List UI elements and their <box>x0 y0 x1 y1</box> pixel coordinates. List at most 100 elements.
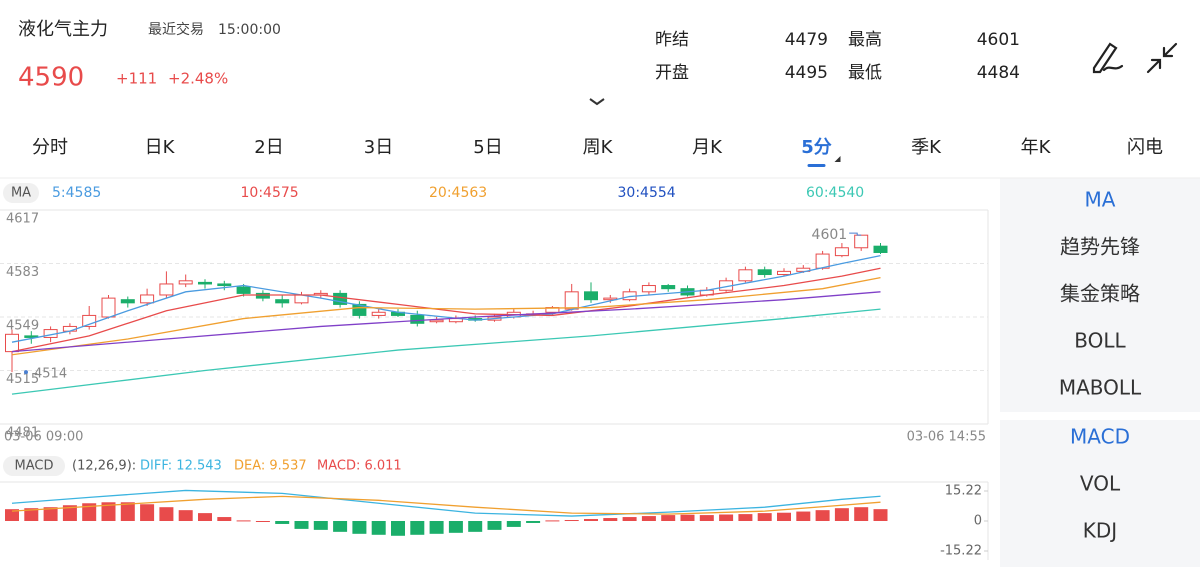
candle-body <box>564 291 579 310</box>
macd-label: MACD: 6.011 <box>317 459 402 474</box>
macd-bar <box>294 521 309 529</box>
tab[interactable]: 闪电 <box>1127 137 1163 158</box>
indicator-option[interactable]: KDJ <box>1083 519 1117 543</box>
macd-bar <box>815 510 830 521</box>
status: 最近交易 <box>148 21 204 38</box>
tab[interactable]: 2日 <box>254 137 283 158</box>
macd-bar <box>120 502 135 521</box>
tab[interactable]: 年K <box>1021 137 1052 158</box>
quote-value: 4601 <box>977 30 1020 50</box>
tab[interactable]: 日K <box>145 137 176 158</box>
indicator-option[interactable]: 趋势先锋 <box>1060 235 1140 259</box>
macd-bar <box>101 502 116 521</box>
tab[interactable]: 5日 <box>473 137 502 158</box>
y-tick-label: 4617 <box>6 212 39 227</box>
y-tick-label: 0 <box>974 514 982 529</box>
indicator-option[interactable]: MA <box>1085 188 1116 212</box>
macd-bar <box>24 508 39 521</box>
macd-bar <box>275 521 290 524</box>
macd-bar <box>873 509 888 521</box>
macd-bar <box>777 512 791 521</box>
indicator-line <box>11 489 881 517</box>
collapse-icon[interactable] <box>1146 42 1178 74</box>
macd-chip[interactable] <box>3 456 65 476</box>
y-tick-label: 4481 <box>6 426 39 441</box>
candle-body <box>584 291 598 301</box>
tab[interactable]: 月K <box>692 137 723 158</box>
change: +111 <box>116 70 157 88</box>
tab-dropdown <box>834 156 841 162</box>
macd-bar <box>236 520 251 522</box>
macd-bar <box>333 521 348 532</box>
macd-bar <box>198 513 212 521</box>
quote-value: 4479 <box>785 30 828 50</box>
macd-bar <box>564 520 579 522</box>
time: 15:00:00 <box>218 22 281 38</box>
candle-body <box>198 281 212 285</box>
y-tick-label: 15.22 <box>945 484 982 499</box>
tab-bar: 分时 日K 2日 3日 5日 周K 月K 5分 季K 年K 闪电 <box>32 137 1163 167</box>
indicator-option[interactable]: BOLL <box>1074 329 1126 353</box>
quote-label: 昨结 <box>655 30 689 50</box>
ma-label: 5:4585 <box>52 185 101 201</box>
macd-bar <box>429 521 444 534</box>
tab[interactable]: 季K <box>911 137 942 158</box>
macd-bar <box>255 521 270 522</box>
macd-bar <box>140 504 155 521</box>
candle-body <box>101 297 116 318</box>
ma-chip-label: MA <box>11 186 31 201</box>
indicator-option[interactable]: MACD <box>1070 425 1130 449</box>
expand-chevron[interactable] <box>589 98 605 106</box>
candle-body <box>275 299 290 304</box>
tab[interactable]: 分时 <box>32 137 68 158</box>
macd-bar <box>468 521 483 532</box>
macd-bar <box>680 514 695 521</box>
macd-bar <box>757 513 772 521</box>
tab[interactable]: 3日 <box>364 137 393 158</box>
ma-chip[interactable] <box>3 183 39 203</box>
candle-body <box>255 292 270 299</box>
macd-bar <box>738 514 753 521</box>
ma-label: 30:4554 <box>618 185 676 201</box>
macd-bar <box>526 521 541 523</box>
sidebar <box>1000 178 1200 567</box>
y-tick-label: -15.22 <box>940 544 982 559</box>
price: 4590 <box>18 63 84 93</box>
quote-value: 4484 <box>977 63 1020 83</box>
macd-bar <box>622 517 637 521</box>
indicator-line <box>11 254 881 343</box>
macd-bar <box>159 507 174 521</box>
macd-bar <box>584 519 598 521</box>
tab[interactable]: 5分 <box>801 137 832 158</box>
indicator-line <box>11 267 881 353</box>
macd-bar <box>217 517 232 521</box>
macd-bar <box>62 505 77 521</box>
macd-bar <box>43 507 58 521</box>
indicator-option[interactable]: VOL <box>1080 472 1121 496</box>
tab[interactable]: 周K <box>583 137 614 158</box>
max-label: 4601 <box>812 227 848 243</box>
x-label: 03-06 14:55 <box>907 430 986 445</box>
candle-body <box>757 269 772 276</box>
candle-body <box>140 294 155 304</box>
candle-body <box>120 299 135 304</box>
indicator-line <box>11 308 881 395</box>
indicator-line <box>11 277 881 356</box>
quote-label: 最高 <box>848 30 882 50</box>
macd-bar <box>854 507 869 521</box>
candle-body <box>410 314 425 324</box>
macd-bar <box>661 515 676 521</box>
indicator-option[interactable]: 集金策略 <box>1060 282 1140 306</box>
macd-chip-label: MACD <box>15 459 54 474</box>
macd-bar <box>487 521 502 530</box>
min-label: 4514 <box>34 367 67 382</box>
draw-icon[interactable] <box>1092 42 1124 74</box>
candle-body <box>236 286 251 294</box>
macd-label: DIFF: 12.543 <box>140 459 222 474</box>
macd-bar <box>410 521 425 535</box>
indicator-option[interactable]: MABOLL <box>1059 376 1142 400</box>
y-tick-label: 4549 <box>6 319 39 334</box>
macd-bar <box>834 508 849 521</box>
sidebar-separator <box>1000 412 1200 420</box>
